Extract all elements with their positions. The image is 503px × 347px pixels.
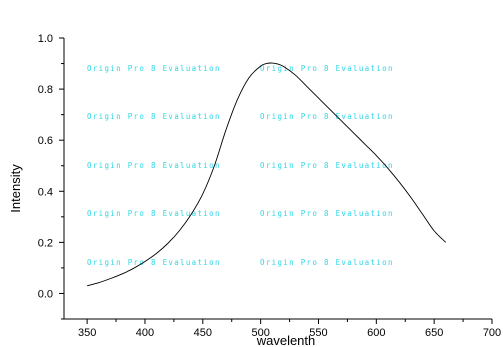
x-axis-title: wavelenth: [256, 333, 316, 347]
watermark-text: Origin Pro 8 Evaluation: [87, 161, 221, 170]
watermark-text: Origin Pro 8 Evaluation: [87, 209, 221, 218]
tick-marks: [59, 37, 493, 324]
watermark-text: Origin Pro 8 Evaluation: [260, 161, 394, 170]
x-tick-labels: 350 400 450 500 550 600 650 700: [78, 327, 501, 339]
watermark-text: Origin Pro 8 Evaluation: [87, 112, 221, 121]
x-tick-label: 600: [367, 327, 385, 339]
x-tick-label: 650: [425, 327, 443, 339]
x-tick-label: 550: [309, 327, 327, 339]
watermark-text: Origin Pro 8 Evaluation: [260, 258, 394, 267]
y-tick-labels: 0.0 0.2 0.4 0.6 0.8 1.0: [38, 33, 53, 300]
y-axis-title: Intensity: [8, 164, 23, 213]
series-line: [87, 62, 447, 287]
x-tick-label: 400: [136, 327, 154, 339]
x-tick-label: 350: [78, 327, 96, 339]
y-tick-label: 0.8: [38, 84, 53, 96]
axes: [63, 38, 492, 320]
watermark-text: Origin Pro 8 Evaluation: [260, 209, 394, 218]
x-tick-label: 700: [483, 327, 501, 339]
watermark-layer: Origin Pro 8 Evaluation Origin Pro 8 Eval…: [87, 64, 394, 267]
watermark-text: Origin Pro 8 Evaluation: [87, 258, 221, 267]
y-tick-label: 0.0: [38, 288, 53, 300]
watermark-text: Origin Pro 8 Evaluation: [260, 112, 394, 121]
x-tick-label: 450: [194, 327, 212, 339]
y-tick-label: 1.0: [38, 33, 53, 45]
series-layer: [87, 62, 447, 287]
y-tick-label: 0.4: [38, 186, 53, 198]
x-tick-label: 500: [251, 327, 269, 339]
y-tick-label: 0.6: [38, 135, 53, 147]
watermark-text: Origin Pro 8 Evaluation: [260, 64, 394, 73]
watermark-text: Origin Pro 8 Evaluation: [87, 64, 221, 73]
y-tick-label: 0.2: [38, 237, 53, 249]
